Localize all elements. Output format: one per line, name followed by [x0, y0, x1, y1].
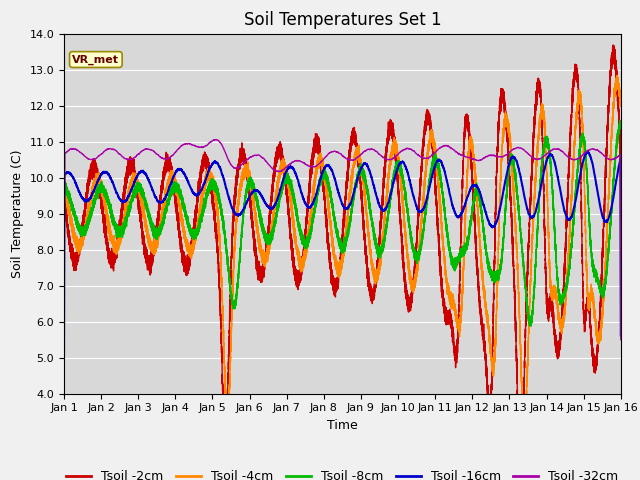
Tsoil -4cm — [415, 241, 423, 247]
Line: Tsoil -32cm: Tsoil -32cm — [64, 140, 621, 346]
Tsoil -16cm — [493, 216, 501, 222]
Line: Tsoil -16cm: Tsoil -16cm — [64, 152, 621, 356]
Tsoil -2cm — [516, 478, 524, 480]
Tsoil -4cm — [60, 184, 68, 190]
Tsoil -16cm — [508, 155, 515, 161]
Tsoil -2cm — [508, 209, 515, 215]
Line: Tsoil -8cm: Tsoil -8cm — [64, 120, 621, 326]
Legend: Tsoil -2cm, Tsoil -4cm, Tsoil -8cm, Tsoil -16cm, Tsoil -32cm: Tsoil -2cm, Tsoil -4cm, Tsoil -8cm, Tsoi… — [61, 465, 623, 480]
Tsoil -8cm — [479, 218, 486, 224]
Tsoil -2cm — [415, 197, 423, 203]
Tsoil -32cm — [494, 154, 502, 159]
Tsoil -16cm — [515, 168, 523, 173]
Tsoil -16cm — [617, 332, 625, 338]
Tsoil -2cm — [515, 453, 523, 459]
Tsoil -4cm — [508, 156, 515, 162]
Tsoil -4cm — [89, 189, 97, 194]
Tsoil -2cm — [479, 324, 486, 330]
Tsoil -32cm — [479, 156, 486, 162]
Line: Tsoil -2cm: Tsoil -2cm — [64, 45, 621, 480]
Tsoil -8cm — [493, 275, 501, 281]
Tsoil -16cm — [60, 353, 68, 359]
Tsoil -2cm — [609, 42, 617, 48]
Tsoil -2cm — [60, 190, 68, 196]
Tsoil -8cm — [60, 184, 68, 190]
Tsoil -4cm — [617, 101, 625, 107]
Tsoil -8cm — [508, 154, 515, 160]
Tsoil -2cm — [493, 146, 501, 152]
Tsoil -32cm — [508, 148, 515, 154]
Tsoil -32cm — [515, 145, 523, 151]
Tsoil -8cm — [616, 118, 623, 123]
Y-axis label: Soil Temperature (C): Soil Temperature (C) — [11, 149, 24, 278]
Tsoil -8cm — [527, 324, 535, 329]
Tsoil -4cm — [515, 306, 523, 312]
Tsoil -4cm — [493, 268, 501, 274]
Tsoil -4cm — [613, 72, 621, 78]
Tsoil -2cm — [617, 161, 625, 167]
Tsoil -4cm — [521, 427, 529, 432]
Title: Soil Temperatures Set 1: Soil Temperatures Set 1 — [244, 11, 441, 29]
Tsoil -16cm — [479, 199, 486, 204]
Tsoil -8cm — [515, 211, 523, 217]
Tsoil -8cm — [89, 205, 97, 211]
Tsoil -32cm — [60, 343, 68, 348]
Tsoil -32cm — [89, 156, 97, 162]
Text: VR_met: VR_met — [72, 54, 119, 65]
Tsoil -32cm — [415, 153, 423, 159]
Tsoil -2cm — [89, 163, 97, 168]
Tsoil -8cm — [617, 122, 625, 128]
X-axis label: Time: Time — [327, 419, 358, 432]
Line: Tsoil -4cm: Tsoil -4cm — [64, 75, 621, 430]
Tsoil -8cm — [415, 251, 423, 257]
Tsoil -32cm — [212, 137, 220, 143]
Tsoil -16cm — [584, 149, 591, 155]
Tsoil -16cm — [415, 209, 423, 215]
Tsoil -32cm — [617, 337, 625, 343]
Tsoil -4cm — [479, 274, 486, 279]
Tsoil -16cm — [89, 189, 97, 195]
